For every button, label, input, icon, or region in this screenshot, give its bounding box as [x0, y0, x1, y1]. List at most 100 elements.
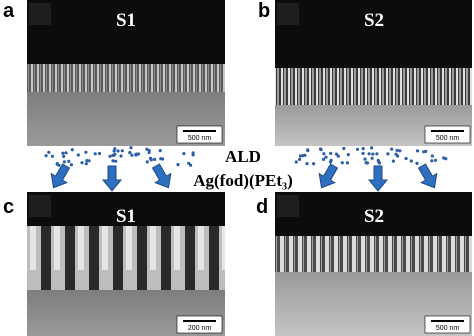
precursor-dot: [147, 150, 151, 155]
precursor-dot: [114, 159, 118, 163]
sample-label: S2: [364, 10, 384, 31]
process-precursor: Ag(fod)(PEt₃): [193, 171, 293, 190]
precursor-dot: [409, 159, 413, 163]
process-method: ALD: [225, 147, 261, 166]
precursor-dot: [386, 152, 390, 156]
precursor-dot: [69, 163, 73, 167]
precursor-dot: [415, 149, 420, 153]
nanowire-layer: [275, 236, 472, 272]
panel-d: 500 nm S2 d: [256, 192, 472, 336]
panel-letter: a: [3, 0, 15, 22]
precursor-dot: [119, 154, 123, 158]
scale-label: 500 nm: [436, 325, 460, 332]
corner-mark: [277, 195, 299, 217]
precursor-dot: [153, 157, 157, 161]
precursor-dot: [44, 154, 48, 158]
precursor-dot: [329, 151, 333, 155]
precursor-dot: [128, 151, 132, 155]
precursor-dot: [62, 154, 66, 158]
precursor-dot: [97, 151, 102, 156]
precursor-dot: [301, 154, 305, 158]
precursor-dot: [294, 160, 298, 164]
precursor-dot: [64, 151, 68, 155]
arrow: [151, 163, 172, 189]
corner-mark: [29, 3, 51, 25]
precursor-dot: [329, 158, 333, 162]
panel-c: 200 nm S1 c: [3, 192, 225, 336]
scale-label: 500 nm: [436, 135, 460, 142]
precursor-dot: [134, 153, 138, 157]
precursor-dot: [61, 151, 65, 155]
precursor-dot: [84, 162, 88, 166]
precursor-dot: [361, 151, 365, 155]
precursor-dot: [145, 160, 149, 164]
precursor-dot: [324, 155, 328, 159]
panel-letter: b: [258, 0, 270, 22]
precursor-dot: [318, 147, 323, 151]
precursor-dot: [321, 157, 326, 161]
precursor-dot: [377, 161, 382, 165]
nanowire-layer: [27, 64, 225, 92]
precursor-dot: [334, 152, 339, 156]
precursor-dot: [67, 159, 71, 163]
precursor-dot: [430, 159, 434, 163]
panel-a: 500 nm S1 a: [3, 0, 225, 146]
precursor-dot: [345, 161, 349, 165]
precursor-dot: [149, 158, 153, 162]
precursor-dot: [76, 153, 80, 157]
deposition-illustration: [44, 146, 448, 192]
precursor-dot: [312, 162, 316, 166]
precursor-dot: [306, 149, 310, 153]
precursor-dot: [298, 157, 302, 161]
arrow: [318, 163, 339, 189]
precursor-dot: [340, 161, 344, 165]
precursor-dot: [136, 152, 141, 156]
precursor-dot: [130, 153, 134, 157]
precursor-dot: [298, 154, 303, 158]
precursor-dot: [422, 150, 426, 154]
precursor-dot: [342, 146, 346, 151]
arrow: [367, 165, 389, 192]
precursor-dot: [346, 153, 350, 157]
nanowire-layer: [27, 226, 225, 290]
precursor-dot: [108, 154, 112, 158]
sample-label: S1: [116, 206, 136, 227]
panel-letter: d: [256, 196, 268, 218]
precursor-dot: [159, 157, 163, 161]
panel-letter: c: [3, 196, 14, 218]
precursor-dot: [187, 161, 191, 165]
precursor-dot: [395, 148, 399, 152]
nanowire-layer: [275, 68, 472, 105]
precursor-dot: [113, 152, 117, 156]
precursor-dot: [111, 159, 115, 163]
precursor-dot: [394, 152, 398, 156]
precursor-dot: [120, 149, 124, 153]
precursor-dot: [322, 152, 326, 156]
precursor-dot: [158, 149, 162, 153]
precursor-dot: [370, 156, 374, 160]
precursor-dot: [365, 161, 369, 165]
arrow: [417, 163, 438, 189]
precursor-dot: [430, 154, 434, 158]
precursor-dot: [93, 152, 97, 156]
corner-mark: [29, 195, 51, 217]
precursor-dot: [305, 162, 309, 166]
precursor-dot: [62, 160, 66, 164]
precursor-dot: [375, 152, 379, 156]
precursor-dot: [191, 153, 195, 157]
corner-mark: [277, 3, 299, 25]
scale-label: 200 nm: [188, 325, 212, 332]
precursor-dot: [113, 147, 117, 151]
precursor-dot: [57, 163, 61, 167]
precursor-dot: [84, 150, 88, 154]
precursor-dot: [363, 157, 367, 161]
precursor-dot: [176, 163, 180, 167]
precursor-dot: [182, 152, 186, 156]
precursor-dot: [370, 146, 374, 150]
precursor-dot: [367, 152, 371, 156]
precursor-dot: [391, 159, 395, 163]
precursor-dot: [415, 161, 419, 165]
precursor-dot: [398, 149, 402, 153]
precursor-dot: [433, 158, 438, 162]
